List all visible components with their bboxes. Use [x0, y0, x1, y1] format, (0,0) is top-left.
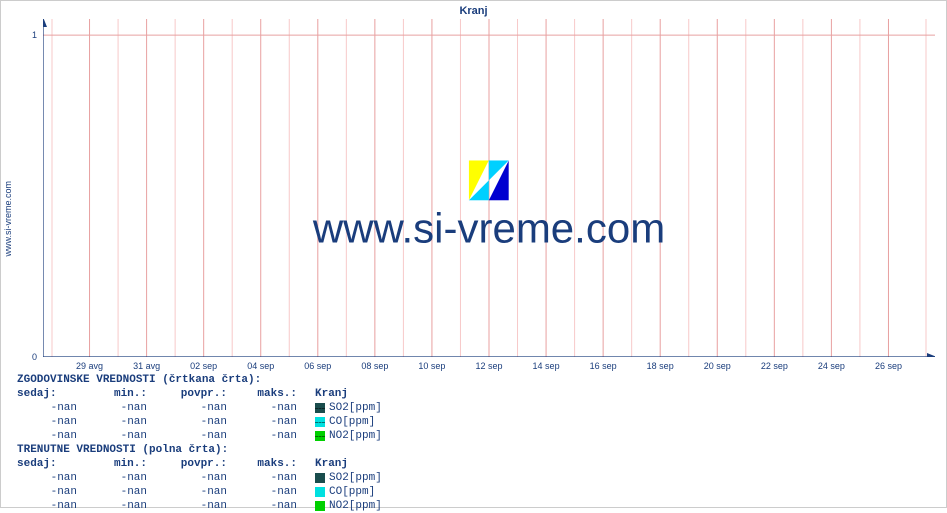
x-tick-label: 02 sep [190, 361, 217, 371]
x-tick-label: 24 sep [818, 361, 845, 371]
table-cell: -nan [147, 429, 227, 443]
table-cell: -nan [77, 415, 147, 429]
x-tick-label: 14 sep [533, 361, 560, 371]
x-tick-label: 20 sep [704, 361, 731, 371]
table-cell: -nan [227, 429, 297, 443]
x-tick-label: 29 avg [76, 361, 103, 371]
x-tick-label: 04 sep [247, 361, 274, 371]
table-column-row: sedaj:min.:povpr.:maks.: Kranj [17, 457, 382, 471]
x-tick-label: 31 avg [133, 361, 160, 371]
legend-swatch [315, 431, 325, 441]
table-cell: -nan [147, 499, 227, 513]
table-row: -nan-nan-nan-nanCO[ppm] [17, 415, 382, 429]
table-cell: min.: [77, 457, 147, 471]
table-cell: maks.: [227, 457, 297, 471]
legend-swatch [315, 501, 325, 511]
table-cell: -nan [17, 415, 77, 429]
table-cell: -nan [17, 499, 77, 513]
legend-label: CO[ppm] [329, 415, 375, 429]
table-cell: -nan [147, 485, 227, 499]
table-cell: -nan [227, 415, 297, 429]
y-tick-label: 1 [32, 30, 37, 40]
table-cell: -nan [147, 415, 227, 429]
table-cell: povpr.: [147, 457, 227, 471]
table-cell: -nan [77, 471, 147, 485]
table-cell: sedaj: [17, 457, 77, 471]
legend-label: CO[ppm] [329, 485, 375, 499]
table-cell: sedaj: [17, 387, 77, 401]
x-tick-label: 18 sep [647, 361, 674, 371]
table-cell: -nan [77, 485, 147, 499]
table-cell: min.: [77, 387, 147, 401]
table-cell: -nan [17, 401, 77, 415]
table-row: -nan-nan-nan-nanNO2[ppm] [17, 429, 382, 443]
legend-label: NO2[ppm] [329, 429, 382, 443]
table-cell: -nan [227, 401, 297, 415]
x-tick-label: 06 sep [304, 361, 331, 371]
x-tick-label: 16 sep [590, 361, 617, 371]
x-tick-label: 10 sep [418, 361, 445, 371]
x-tick-label: 26 sep [875, 361, 902, 371]
y-tick-label: 0 [32, 352, 37, 362]
logo-icon [469, 160, 509, 200]
legend-swatch [315, 473, 325, 483]
table-cell: -nan [77, 401, 147, 415]
table-cell: -nan [77, 429, 147, 443]
table-header: TRENUTNE VREDNOSTI (polna črta): [17, 443, 228, 457]
table-cell: -nan [77, 499, 147, 513]
table-station: Kranj [315, 457, 348, 471]
legend-swatch [315, 487, 325, 497]
chart-title: Kranj [1, 5, 946, 17]
table-cell: -nan [147, 401, 227, 415]
legend-label: NO2[ppm] [329, 499, 382, 513]
table-column-row: sedaj:min.:povpr.:maks.: Kranj [17, 387, 382, 401]
watermark: www.si-vreme.com [313, 160, 665, 252]
x-tick-label: 22 sep [761, 361, 788, 371]
table-cell: -nan [17, 429, 77, 443]
table-row: -nan-nan-nan-nanCO[ppm] [17, 485, 382, 499]
source-url-vertical: www.si-vreme.com [3, 181, 13, 257]
watermark-text: www.si-vreme.com [313, 204, 665, 252]
legend-tables: ZGODOVINSKE VREDNOSTI (črtkana črta):sed… [17, 373, 382, 513]
table-cell: maks.: [227, 387, 297, 401]
table-cell: -nan [227, 471, 297, 485]
table-cell: -nan [227, 499, 297, 513]
table-header: ZGODOVINSKE VREDNOSTI (črtkana črta): [17, 373, 261, 387]
legend-label: SO2[ppm] [329, 401, 382, 415]
table-row: -nan-nan-nan-nanSO2[ppm] [17, 471, 382, 485]
legend-swatch [315, 417, 325, 427]
legend-label: SO2[ppm] [329, 471, 382, 485]
x-tick-label: 08 sep [361, 361, 388, 371]
table-row: -nan-nan-nan-nanSO2[ppm] [17, 401, 382, 415]
table-cell: -nan [147, 471, 227, 485]
table-cell: povpr.: [147, 387, 227, 401]
table-station: Kranj [315, 387, 348, 401]
x-tick-label: 12 sep [475, 361, 502, 371]
table-row: -nan-nan-nan-nanNO2[ppm] [17, 499, 382, 513]
legend-swatch [315, 403, 325, 413]
table-cell: -nan [17, 485, 77, 499]
chart-area: 01 29 avg31 avg02 sep04 sep06 sep08 sep1… [43, 19, 935, 357]
table-cell: -nan [17, 471, 77, 485]
table-cell: -nan [227, 485, 297, 499]
watermark-logo [469, 160, 509, 200]
